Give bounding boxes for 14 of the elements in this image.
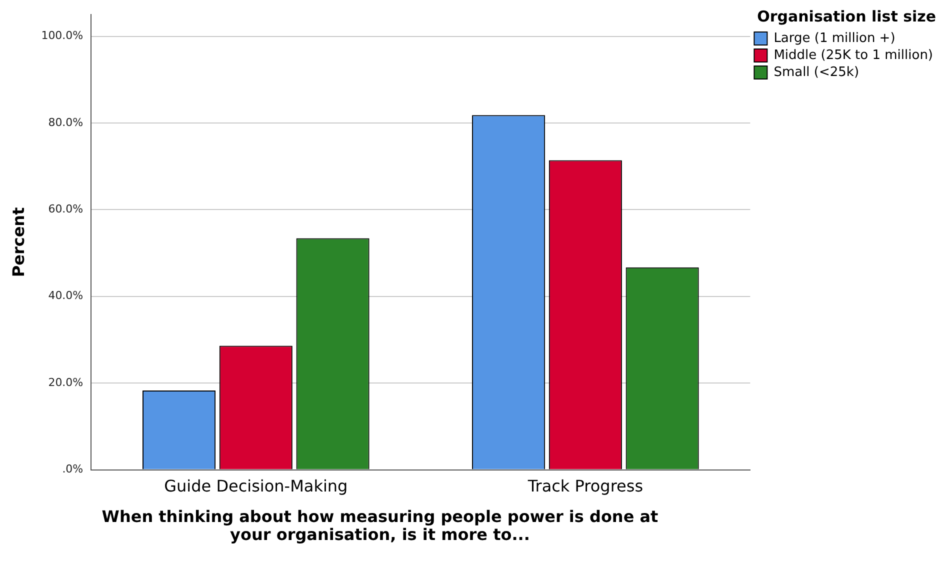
x-tick-label: Guide Decision-Making (164, 476, 348, 496)
y-tick-label: 80.0% (48, 116, 84, 129)
y-tick-label: .0% (62, 462, 84, 476)
legend-title: Organisation list size (757, 7, 936, 26)
y-tick-label: 20.0% (48, 376, 84, 389)
y-tick-label: 60.0% (48, 202, 84, 216)
legend-label: Large (1 million +) (774, 30, 896, 46)
x-axis-title: When thinking about how measuring people power is done at your organisation, is it more to... (100, 507, 660, 544)
legend-label: Middle (25K to 1 million) (774, 48, 934, 63)
legend-label: Small (<25k) (774, 64, 860, 80)
y-tick-label: 40.0% (48, 289, 84, 302)
y-tick-label: 100.0% (41, 29, 84, 42)
y-axis-title: Percent (8, 206, 28, 278)
x-tick-label: Track Progress (526, 476, 644, 496)
